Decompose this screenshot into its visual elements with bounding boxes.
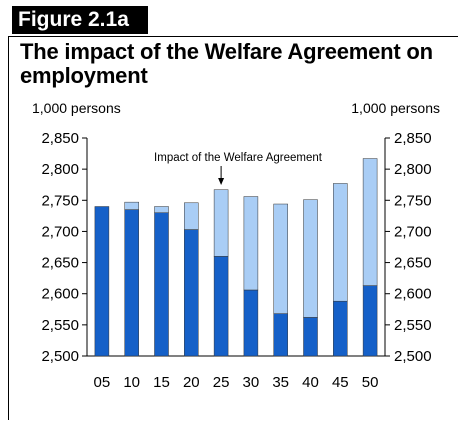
annotation-arrow-head xyxy=(218,178,225,185)
bar-impact xyxy=(184,202,199,230)
x-tick-label: 15 xyxy=(153,374,170,391)
frame-left-rule xyxy=(8,36,9,420)
bar-impact xyxy=(213,189,229,257)
figure-label: Figure 2.1a xyxy=(12,6,148,34)
y-tick-label-right: 2,500 xyxy=(394,348,432,365)
y-tick-label-right: 2,750 xyxy=(394,192,432,209)
frame-top-rule xyxy=(8,36,458,37)
bar-base xyxy=(333,300,348,357)
x-tick-label: 30 xyxy=(243,374,260,391)
y-tick-label-left: 2,600 xyxy=(41,286,79,303)
y-axis-unit-left: 1,000 persons xyxy=(32,100,121,116)
y-tick-label-left: 2,550 xyxy=(41,317,79,334)
bar-impact xyxy=(154,206,169,213)
y-tick-label-left: 2,850 xyxy=(41,130,79,147)
bar-impact xyxy=(303,199,318,318)
x-tick-label: 05 xyxy=(94,374,111,391)
y-tick-label-left: 2,500 xyxy=(41,348,79,365)
x-tick-label: 35 xyxy=(272,374,289,391)
x-tick-label: 10 xyxy=(123,374,140,391)
bar-impact xyxy=(124,201,139,210)
bar-impact xyxy=(273,203,288,314)
x-tick-label: 20 xyxy=(183,374,200,391)
bar-impact xyxy=(362,158,378,286)
bar-base xyxy=(213,256,229,357)
y-tick-label-left: 2,800 xyxy=(41,161,79,178)
y-tick-label-right: 2,800 xyxy=(394,161,432,178)
bar-base xyxy=(124,209,139,357)
bar-base xyxy=(184,229,199,357)
bar-base xyxy=(273,313,288,357)
annotation-label: Impact of the Welfare Agreement xyxy=(154,152,323,164)
y-tick-label-right: 2,650 xyxy=(394,255,432,272)
x-tick-label: 45 xyxy=(332,374,349,391)
bar-base xyxy=(243,289,259,357)
y-axis-unit-right: 1,000 persons xyxy=(351,100,440,116)
y-tick-label-right: 2,600 xyxy=(394,286,432,303)
y-tick-label-right: 2,550 xyxy=(394,317,432,334)
y-tick-label-left: 2,750 xyxy=(41,192,79,209)
y-tick-label-left: 2,700 xyxy=(41,223,79,240)
y-tick-label-left: 2,650 xyxy=(41,255,79,272)
bar-impact xyxy=(333,183,348,302)
y-tick-label-right: 2,700 xyxy=(394,223,432,240)
bar-base xyxy=(362,285,378,357)
x-tick-label: 50 xyxy=(362,374,379,391)
x-tick-label: 40 xyxy=(302,374,319,391)
bar-base xyxy=(303,317,318,357)
bar-impact xyxy=(243,196,259,291)
bar-base xyxy=(94,206,110,357)
x-tick-label: 25 xyxy=(213,374,230,391)
bar-base xyxy=(154,212,169,357)
y-tick-label-right: 2,850 xyxy=(394,130,432,147)
chart-title: The impact of the Welfare Agreement on e… xyxy=(20,39,433,88)
